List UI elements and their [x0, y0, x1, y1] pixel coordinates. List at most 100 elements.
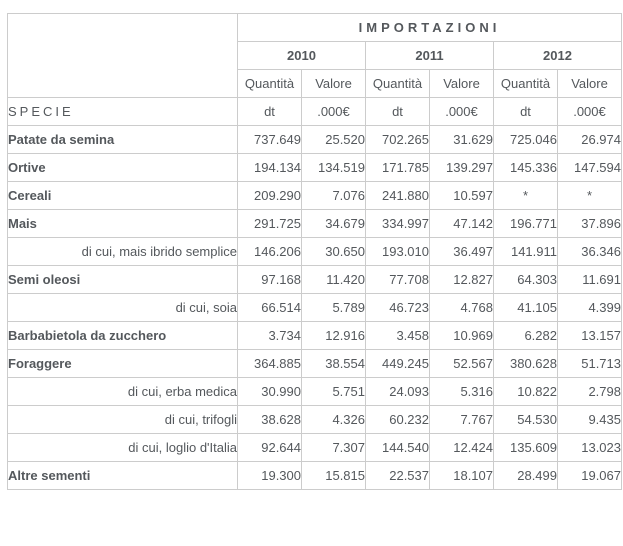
cell-value: 145.336	[493, 153, 558, 182]
cell-value: 41.105	[493, 293, 558, 322]
table-row: Patate da semina 737.649 25.520 702.265 …	[7, 125, 622, 154]
cell-value: 5.316	[429, 377, 494, 406]
table-row: Foraggere 364.885 38.554 449.245 52.567 …	[7, 349, 622, 378]
cell-value: 30.990	[237, 377, 302, 406]
cell-value: 141.911	[493, 237, 558, 266]
cell-value: 64.303	[493, 265, 558, 294]
row-label: Semi oleosi	[7, 265, 238, 294]
cell-value: 147.594	[557, 153, 622, 182]
row-label: Barbabietola da zucchero	[7, 321, 238, 350]
cell-value: 7.307	[301, 433, 366, 462]
row-label: Ortive	[7, 153, 238, 182]
row-label: di cui, mais ibrido semplice	[7, 237, 238, 266]
cell-value: 134.519	[301, 153, 366, 182]
cell-value: 25.520	[301, 125, 366, 154]
row-label: Cereali	[7, 181, 238, 210]
cell-value: 15.815	[301, 461, 366, 490]
cell-value: 364.885	[237, 349, 302, 378]
table-row: di cui, erba medica 30.990 5.751 24.093 …	[7, 377, 622, 406]
cell-value: 3.734	[237, 321, 302, 350]
cell-value: 12.916	[301, 321, 366, 350]
cell-value: 4.326	[301, 405, 366, 434]
cell-value: 146.206	[237, 237, 302, 266]
year-header-2012: 2012	[493, 41, 622, 70]
cell-value: 334.997	[365, 209, 430, 238]
corner-empty-cell	[7, 13, 238, 98]
cell-value: 37.896	[557, 209, 622, 238]
cell-value: 9.435	[557, 405, 622, 434]
cell-value: 193.010	[365, 237, 430, 266]
cell-value: 36.346	[557, 237, 622, 266]
cell-value: 11.691	[557, 265, 622, 294]
cell-value: 60.232	[365, 405, 430, 434]
cell-value: *	[557, 181, 622, 210]
unit-euro: .000€	[557, 97, 622, 126]
imports-table: IMPORTAZIONI 2010 2011 2012 Quantità Val…	[7, 13, 622, 490]
cell-value: 725.046	[493, 125, 558, 154]
cell-value: 13.023	[557, 433, 622, 462]
cell-value: 38.554	[301, 349, 366, 378]
unit-dt: dt	[237, 97, 302, 126]
cell-value: 5.789	[301, 293, 366, 322]
table-row: di cui, loglio d'Italia 92.644 7.307 144…	[7, 433, 622, 462]
cell-value: 7.767	[429, 405, 494, 434]
cell-value: 12.827	[429, 265, 494, 294]
cell-value: 2.798	[557, 377, 622, 406]
column-header-valore: Valore	[301, 69, 366, 98]
table-row: di cui, soia 66.514 5.789 46.723 4.768 4…	[7, 293, 622, 322]
cell-value: 22.537	[365, 461, 430, 490]
cell-value: 77.708	[365, 265, 430, 294]
cell-value: 24.093	[365, 377, 430, 406]
unit-euro: .000€	[301, 97, 366, 126]
species-column-header: SPECIE	[7, 97, 238, 126]
cell-value: 26.974	[557, 125, 622, 154]
table-row: Altre sementi 19.300 15.815 22.537 18.10…	[7, 461, 622, 490]
table-row: di cui, trifogli 38.628 4.326 60.232 7.7…	[7, 405, 622, 434]
unit-dt: dt	[493, 97, 558, 126]
table-title: IMPORTAZIONI	[237, 13, 622, 42]
cell-value: 19.067	[557, 461, 622, 490]
cell-value: 18.107	[429, 461, 494, 490]
year-header-2010: 2010	[237, 41, 366, 70]
column-header-quantita: Quantità	[493, 69, 558, 98]
row-label: di cui, loglio d'Italia	[7, 433, 238, 462]
cell-value: *	[493, 181, 558, 210]
title-row: IMPORTAZIONI	[7, 13, 622, 98]
cell-value: 38.628	[237, 405, 302, 434]
table-row: Semi oleosi 97.168 11.420 77.708 12.827 …	[7, 265, 622, 294]
cell-value: 139.297	[429, 153, 494, 182]
cell-value: 11.420	[301, 265, 366, 294]
column-header-valore: Valore	[557, 69, 622, 98]
cell-value: 209.290	[237, 181, 302, 210]
cell-value: 92.644	[237, 433, 302, 462]
row-label: di cui, trifogli	[7, 405, 238, 434]
cell-value: 4.399	[557, 293, 622, 322]
cell-value: 449.245	[365, 349, 430, 378]
cell-value: 6.282	[493, 321, 558, 350]
row-label: Patate da semina	[7, 125, 238, 154]
cell-value: 380.628	[493, 349, 558, 378]
subcolumn-header-row: Quantità Valore Quantità Valore Quantità…	[8, 69, 622, 98]
cell-value: 13.157	[557, 321, 622, 350]
cell-value: 3.458	[365, 321, 430, 350]
year-header-2011: 2011	[365, 41, 494, 70]
cell-value: 291.725	[237, 209, 302, 238]
cell-value: 66.514	[237, 293, 302, 322]
table-row: Ortive 194.134 134.519 171.785 139.297 1…	[7, 153, 622, 182]
row-label: Foraggere	[7, 349, 238, 378]
row-label: di cui, erba medica	[7, 377, 238, 406]
cell-value: 194.134	[237, 153, 302, 182]
cell-value: 196.771	[493, 209, 558, 238]
cell-value: 7.076	[301, 181, 366, 210]
cell-value: 10.969	[429, 321, 494, 350]
table-row: Mais 291.725 34.679 334.997 47.142 196.7…	[7, 209, 622, 238]
cell-value: 144.540	[365, 433, 430, 462]
table-row: Cereali 209.290 7.076 241.880 10.597 * *	[7, 181, 622, 210]
cell-value: 46.723	[365, 293, 430, 322]
column-header-quantita: Quantità	[237, 69, 302, 98]
cell-value: 30.650	[301, 237, 366, 266]
cell-value: 52.567	[429, 349, 494, 378]
units-row: SPECIE dt .000€ dt .000€ dt .000€	[7, 97, 622, 126]
row-label: di cui, soia	[7, 293, 238, 322]
cell-value: 47.142	[429, 209, 494, 238]
